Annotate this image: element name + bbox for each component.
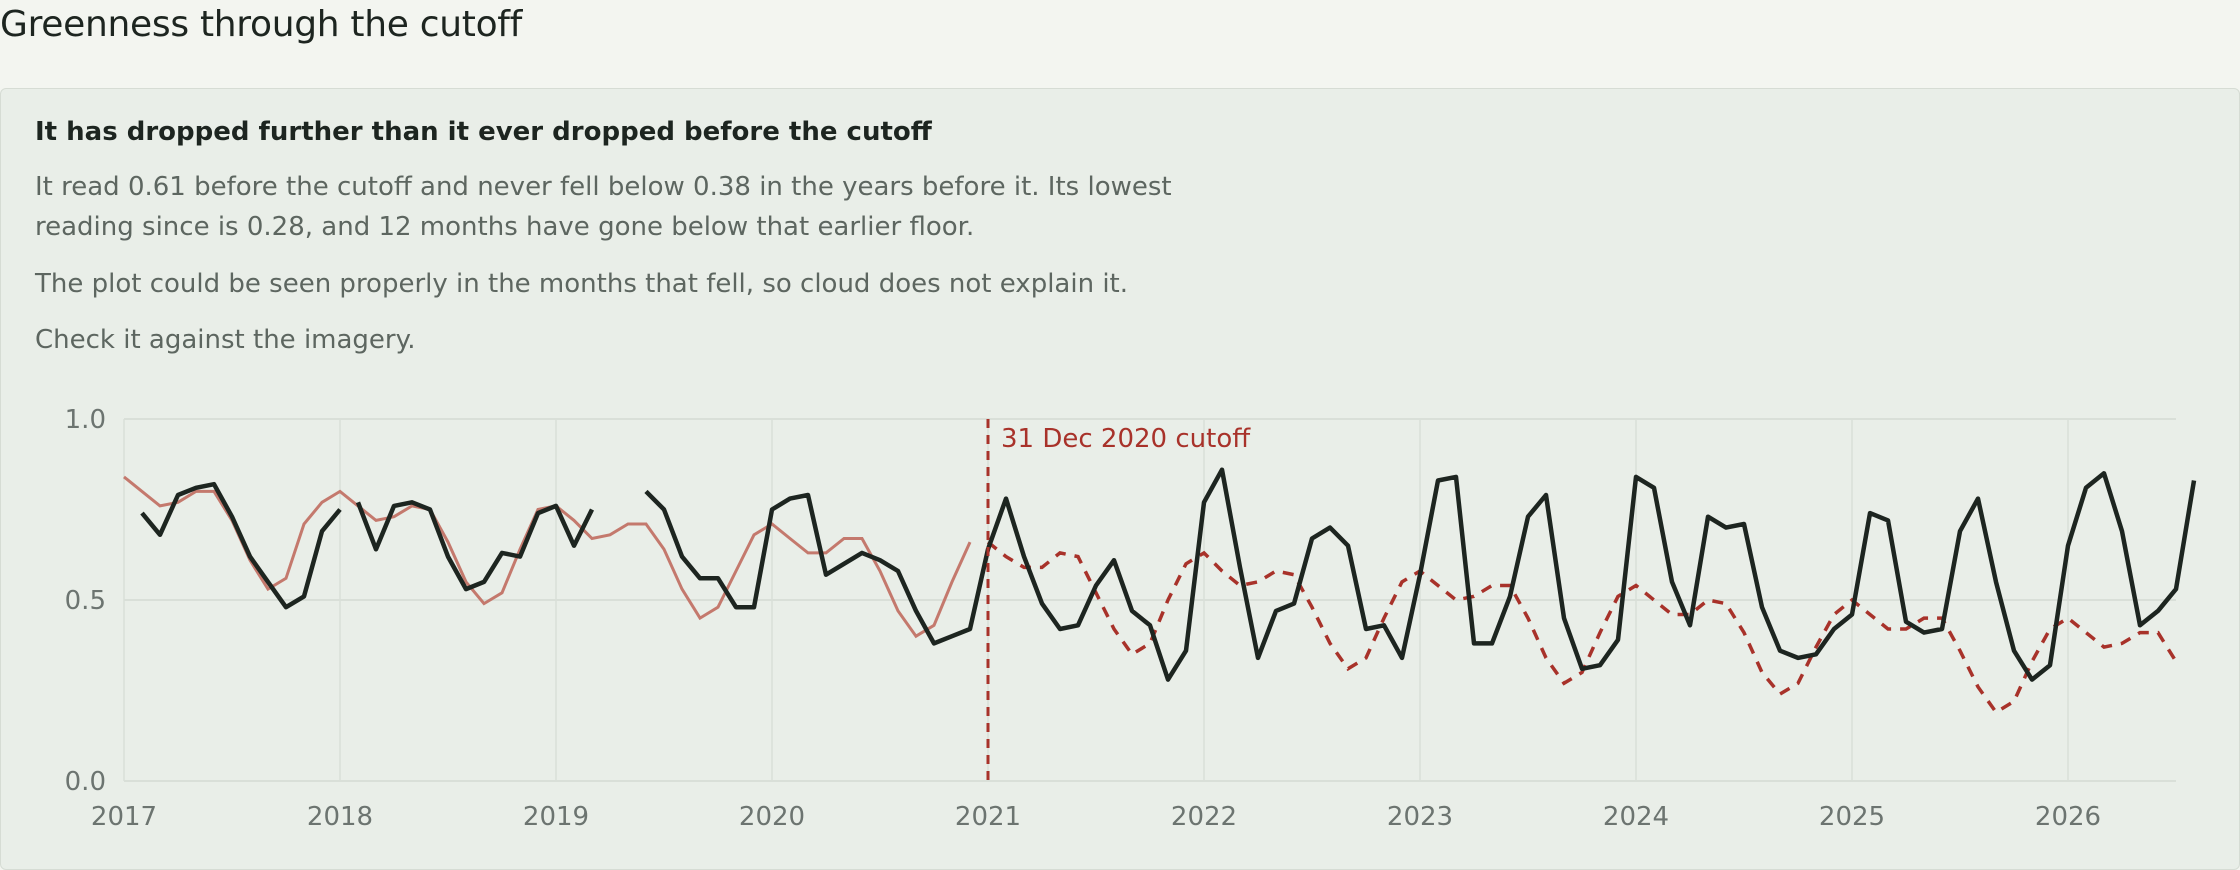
x-tick-label: 2026 xyxy=(2035,802,2101,832)
x-tick-label: 2023 xyxy=(1387,802,1453,832)
x-tick-label: 2019 xyxy=(523,802,589,832)
projected-series-line xyxy=(986,540,2178,715)
observed-series-line xyxy=(355,500,595,592)
x-tick-label: 2017 xyxy=(91,802,157,832)
cloud-note-paragraph: The plot could be seen properly in the m… xyxy=(35,269,1129,299)
x-tick-label: 2020 xyxy=(739,802,805,832)
page-title: Greenness through the cutoff xyxy=(0,4,523,45)
x-tick-label: 2025 xyxy=(1819,802,1885,832)
y-tick-label: 1.0 xyxy=(65,405,106,435)
y-tick-label: 0.0 xyxy=(65,767,106,797)
x-tick-label: 2024 xyxy=(1603,802,1669,832)
cutoff-label: 31 Dec 2020 cutoff xyxy=(1001,424,1251,454)
observed-series-line xyxy=(644,467,2197,682)
x-tick-label: 2022 xyxy=(1171,802,1237,832)
x-tick-label: 2018 xyxy=(307,802,373,832)
imagery-prompt-paragraph: Check it against the imagery. xyxy=(35,325,416,355)
y-tick-label: 0.5 xyxy=(65,586,106,616)
x-tick-label: 2021 xyxy=(955,802,1021,832)
card-heading: It has dropped further than it ever drop… xyxy=(35,117,932,147)
insight-card: It has dropped further than it ever drop… xyxy=(0,88,2240,870)
summary-paragraph: It read 0.61 before the cutoff and never… xyxy=(35,172,1172,242)
observed-series-line xyxy=(140,481,342,610)
